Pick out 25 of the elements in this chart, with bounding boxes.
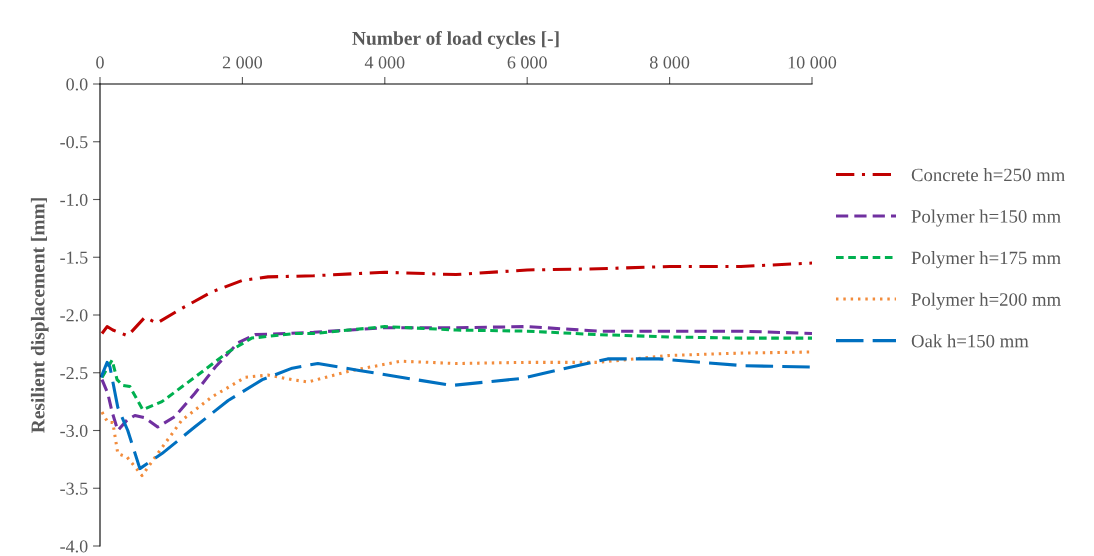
y-tick-label: -4.0: [60, 540, 88, 553]
x-axis-title: Number of load cycles [-]: [352, 31, 559, 49]
y-tick-label: -0.5: [60, 136, 88, 149]
y-tick-label: -1.5: [60, 251, 88, 264]
x-tick-label: 10 000: [788, 56, 837, 69]
y-tick-label: -3.5: [60, 482, 88, 495]
line-series: [100, 261, 812, 338]
legend-label: Polymer h=150 mm: [911, 209, 1061, 227]
legend-label: Concrete h=250 mm: [911, 168, 1065, 182]
x-tick-label: 4 000: [364, 56, 405, 69]
y-tick-label: -1.0: [60, 193, 88, 207]
y-tick-label: 0.0: [66, 78, 88, 91]
y-tick-label: -3.0: [60, 424, 88, 438]
y-tick-label: -2.0: [60, 309, 88, 322]
legend-label: Polymer h=200 mm: [911, 292, 1061, 310]
legend-label: Polymer h=175 mm: [911, 251, 1061, 269]
y-tick-label: -2.5: [60, 367, 88, 380]
x-tick-label: 8 000: [649, 56, 690, 69]
x-tick-label: 0: [96, 56, 104, 69]
x-tick-label: 2 000: [222, 56, 263, 69]
line-series: [100, 325, 812, 412]
line-series: [100, 325, 812, 433]
x-tick-label: 6 000: [507, 56, 547, 69]
y-axis-title: Resilient displacement [mm]: [30, 198, 49, 433]
legend-label: Oak h=150 mm: [911, 334, 1029, 348]
